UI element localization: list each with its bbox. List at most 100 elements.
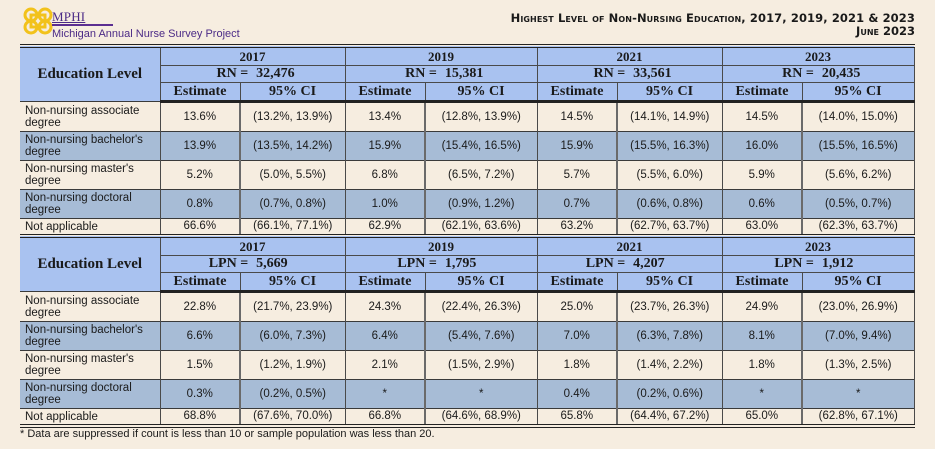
estimate-cell: 5.2%	[160, 160, 241, 190]
ci-cell: (15.5%, 16.3%)	[616, 131, 723, 161]
education-level-label: Non-nursing associate degree	[20, 101, 161, 132]
estimate-cell: 13.4%	[345, 101, 426, 132]
rn-count-2017: RN = 32,476	[160, 65, 346, 83]
estimate-cell: *	[345, 379, 426, 409]
ci-header: 95% CI	[802, 82, 915, 103]
education-level-label: Non-nursing master's degree	[20, 350, 161, 380]
year-header-2019: 2019	[345, 46, 538, 66]
ci-cell: (62.7%, 63.7%)	[616, 218, 723, 236]
ci-cell: (13.5%, 14.2%)	[239, 131, 346, 161]
ci-cell: (0.7%, 0.8%)	[239, 189, 346, 219]
ci-cell: (62.8%, 67.1%)	[801, 408, 915, 426]
ci-cell: (1.2%, 1.9%)	[239, 350, 346, 380]
year-header-2017: 2017	[160, 46, 346, 66]
estimate-cell: 1.5%	[160, 350, 241, 380]
table-row: Not applicable 68.8% (67.6%, 70.0%) 66.8% (6…	[20, 408, 915, 426]
logo-subtitle: Michigan Annual Nurse Survey Project	[52, 28, 240, 40]
ci-cell: (64.4%, 67.2%)	[616, 408, 723, 426]
table-row: Non-nursing doctoral degree 0.3% (0.2%, 0.…	[20, 379, 915, 409]
education-level-label: Non-nursing bachelor's degree	[20, 321, 161, 351]
estimate-cell: 1.8%	[722, 350, 803, 380]
estimate-cell: 65.0%	[722, 408, 803, 426]
year-header-2023: 2023	[722, 236, 915, 256]
ci-header: 95% CI	[617, 82, 723, 103]
rn-count-2019: RN = 15,381	[345, 65, 538, 83]
education-level-label: Not applicable	[20, 408, 161, 426]
ci-cell: (67.6%, 70.0%)	[239, 408, 346, 426]
ci-cell: (6.0%, 7.3%)	[239, 321, 346, 351]
table-row: Non-nursing associate degree 13.6% (13.2%,…	[20, 101, 915, 132]
table-row: Non-nursing bachelor's degree 13.9% (13.5%…	[20, 131, 915, 161]
lpn-count-2023: LPN = 1,912	[722, 255, 915, 273]
ci-header: 95% CI	[425, 272, 538, 293]
ci-cell: (6.3%, 7.8%)	[616, 321, 723, 351]
estimate-header: Estimate	[345, 272, 426, 293]
table-row: Non-nursing master's degree 5.2% (5.0%, 5.…	[20, 160, 915, 190]
lpn-count-2017: LPN = 5,669	[160, 255, 346, 273]
ci-header: 95% CI	[802, 272, 915, 293]
education-level-header: Education Level	[20, 236, 161, 292]
estimate-cell: 63.0%	[722, 218, 803, 236]
ci-cell: (62.3%, 63.7%)	[801, 218, 915, 236]
ci-cell: (66.1%, 77.1%)	[239, 218, 346, 236]
ci-cell: (1.5%, 2.9%)	[424, 350, 538, 380]
estimate-cell: 22.8%	[160, 291, 241, 322]
estimate-header: Estimate	[537, 82, 618, 103]
education-level-label: Non-nursing bachelor's degree	[20, 131, 161, 161]
estimate-cell: 66.8%	[345, 408, 426, 426]
estimate-cell: 5.9%	[722, 160, 803, 190]
estimate-cell: 8.1%	[722, 321, 803, 351]
ci-cell: (0.2%, 0.5%)	[239, 379, 346, 409]
estimate-cell: 6.4%	[345, 321, 426, 351]
logo-name: MPHI	[52, 9, 86, 24]
estimate-cell: 2.1%	[345, 350, 426, 380]
estimate-cell: 1.0%	[345, 189, 426, 219]
ci-cell: (5.0%, 5.5%)	[239, 160, 346, 190]
year-header-2021: 2021	[537, 236, 723, 256]
year-header-2019: 2019	[345, 236, 538, 256]
ci-header: 95% CI	[240, 82, 346, 103]
ci-cell: (1.4%, 2.2%)	[616, 350, 723, 380]
ci-header: 95% CI	[425, 82, 538, 103]
ci-header: 95% CI	[617, 272, 723, 293]
estimate-cell: 0.3%	[160, 379, 241, 409]
estimate-cell: 6.6%	[160, 321, 241, 351]
estimate-cell: 0.8%	[160, 189, 241, 219]
estimate-cell: 25.0%	[537, 291, 618, 322]
ci-cell: (0.9%, 1.2%)	[424, 189, 538, 219]
estimate-cell: 14.5%	[537, 101, 618, 132]
education-level-header: Education Level	[20, 46, 161, 102]
education-level-label: Non-nursing master's degree	[20, 160, 161, 190]
ci-cell: (1.3%, 2.5%)	[801, 350, 915, 380]
ci-cell: (12.8%, 13.9%)	[424, 101, 538, 132]
education-level-label: Non-nursing associate degree	[20, 291, 161, 322]
estimate-cell: 16.0%	[722, 131, 803, 161]
estimate-cell: 5.7%	[537, 160, 618, 190]
ci-cell: (15.4%, 16.5%)	[424, 131, 538, 161]
ci-cell: (0.6%, 0.8%)	[616, 189, 723, 219]
estimate-cell: 13.9%	[160, 131, 241, 161]
lpn-count-2019: LPN = 1,795	[345, 255, 538, 273]
estimate-header: Estimate	[345, 82, 426, 103]
estimate-header: Estimate	[160, 82, 241, 103]
year-header-2023: 2023	[722, 46, 915, 66]
ci-cell: (6.5%, 7.2%)	[424, 160, 538, 190]
mphi-logo: MPHI Michigan Annual Nurse Survey Projec…	[22, 6, 252, 40]
year-header-2017: 2017	[160, 236, 346, 256]
estimate-cell: 24.3%	[345, 291, 426, 322]
estimate-cell: 6.8%	[345, 160, 426, 190]
education-level-label: Non-nursing doctoral degree	[20, 189, 161, 219]
ci-cell: (13.2%, 13.9%)	[239, 101, 346, 132]
rn-count-2021: RN = 33,561	[537, 65, 723, 83]
estimate-cell: *	[722, 379, 803, 409]
ci-header: 95% CI	[240, 272, 346, 293]
estimate-header: Estimate	[722, 272, 803, 293]
estimate-cell: 1.8%	[537, 350, 618, 380]
estimate-cell: 0.4%	[537, 379, 618, 409]
ci-cell: (64.6%, 68.9%)	[424, 408, 538, 426]
ci-cell: (5.5%, 6.0%)	[616, 160, 723, 190]
table-row: Non-nursing bachelor's degree 6.6% (6.0%, …	[20, 321, 915, 351]
table-row: Not applicable 66.6% (66.1%, 77.1%) 62.9% (6…	[20, 218, 915, 236]
rn-count-2023: RN = 20,435	[722, 65, 915, 83]
ci-cell: (23.7%, 26.3%)	[616, 291, 723, 322]
